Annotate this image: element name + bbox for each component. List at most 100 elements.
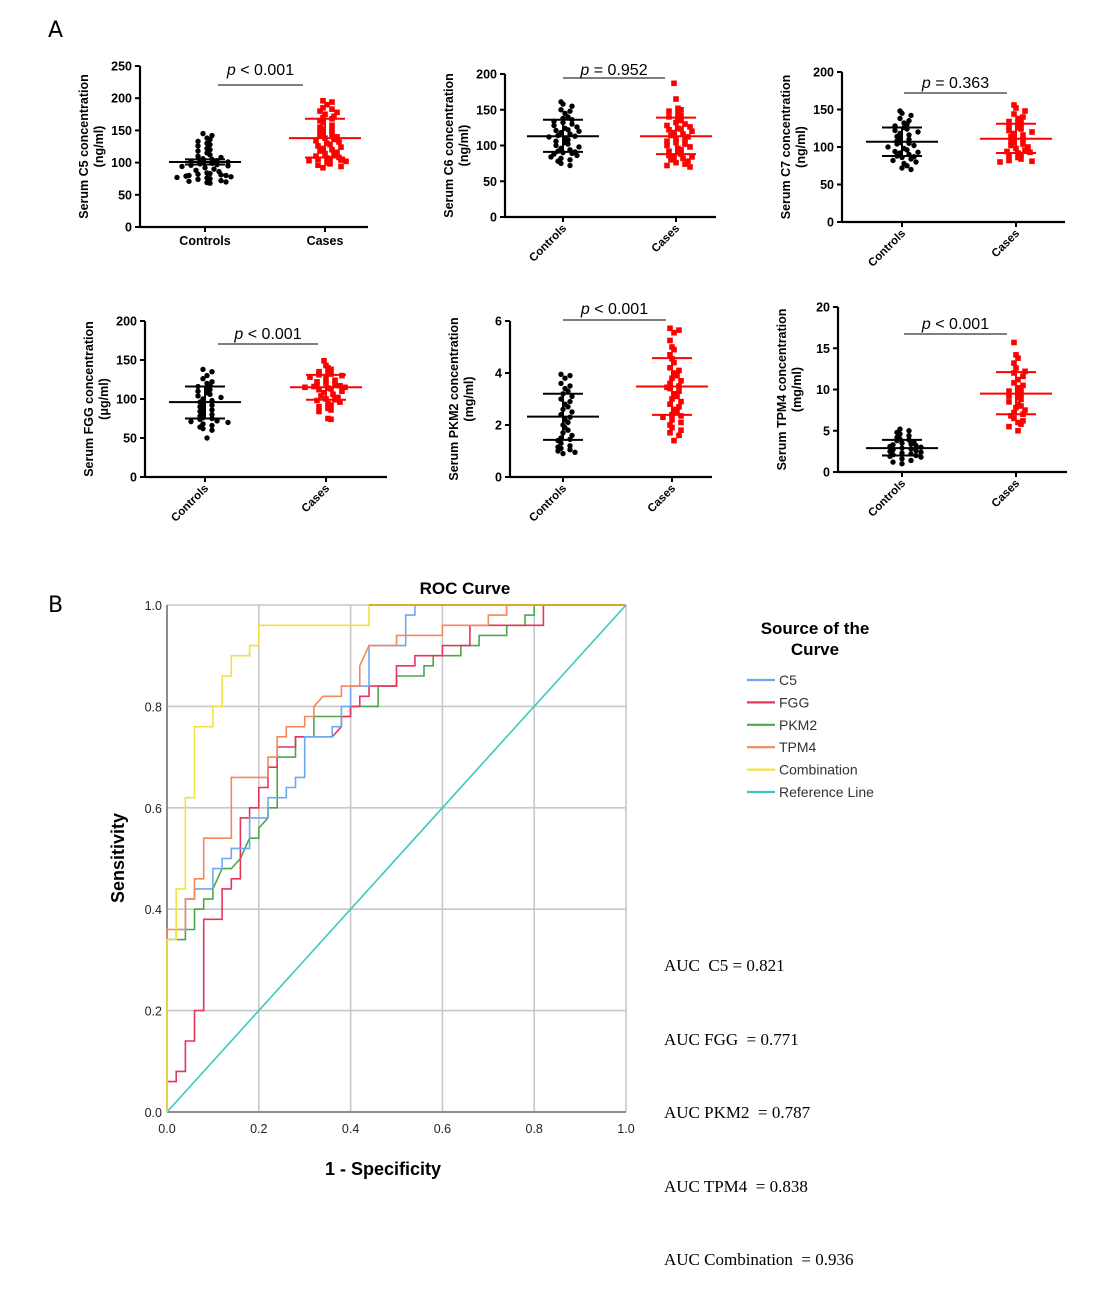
x-tick-label: Controls — [527, 483, 569, 525]
auc-tpm4: AUC TPM4 = 0.838 — [664, 1176, 808, 1196]
data-point-control — [209, 411, 215, 418]
data-point-case — [314, 382, 320, 388]
data-point-control — [207, 152, 213, 158]
data-point-control — [183, 173, 189, 179]
data-point-control — [892, 148, 898, 155]
data-point-case — [1006, 153, 1012, 159]
data-point-case — [317, 132, 323, 139]
data-point-case — [671, 391, 677, 397]
data-point-control — [572, 449, 578, 455]
data-point-control — [904, 163, 910, 169]
data-point-control — [209, 427, 215, 433]
data-point-control — [574, 152, 580, 159]
y-tick-label: 100 — [111, 156, 132, 170]
data-point-case — [666, 126, 672, 133]
auc-c5: AUC C5 = 0.821 — [664, 956, 785, 975]
y-tick-label: 150 — [111, 124, 132, 138]
data-point-control — [565, 114, 571, 120]
data-point-case — [671, 129, 677, 136]
data-point-case — [671, 154, 677, 161]
data-point-case — [1015, 385, 1021, 391]
data-point-control — [913, 159, 919, 165]
y-tick-label: 0.0 — [145, 1106, 162, 1120]
data-point-case — [1006, 399, 1012, 405]
data-point-case — [687, 144, 693, 150]
data-point-case — [1006, 127, 1012, 134]
data-point-case — [325, 365, 331, 371]
data-point-case — [1015, 124, 1021, 131]
roc-line-tpm4 — [166, 604, 626, 1112]
panel-label-a: A — [48, 18, 64, 43]
y-axis-label: Serum FGG concentration (μg/ml) — [82, 321, 111, 477]
data-point-case — [675, 149, 681, 156]
legend-title: Curve — [791, 640, 839, 659]
data-point-control — [195, 143, 201, 149]
data-point-case — [328, 407, 334, 413]
data-point-control — [555, 448, 561, 454]
p-value-label: p = 0.363 — [921, 75, 989, 92]
data-point-case — [320, 164, 326, 171]
y-tick-label: 10 — [816, 383, 830, 397]
data-point-case — [1004, 148, 1010, 155]
x-tick-label: Controls — [169, 483, 211, 525]
y-tick-label: 200 — [813, 66, 834, 80]
p-value-label: p < 0.001 — [580, 301, 648, 318]
y-tick-label: 50 — [483, 175, 497, 189]
data-point-control — [913, 442, 919, 449]
data-point-control — [906, 428, 912, 434]
y-tick-label: 1.0 — [145, 599, 162, 613]
x-tick-label: 1.0 — [617, 1122, 634, 1136]
data-point-case — [331, 136, 337, 143]
y-tick-label: 50 — [118, 188, 132, 202]
data-point-case — [324, 140, 330, 147]
data-point-control — [223, 172, 229, 179]
data-point-case — [327, 155, 333, 162]
data-point-control — [207, 170, 213, 177]
auc-summary: AUC C5 = 0.821 AUC FGG = 0.771 AUC PKM2 … — [664, 905, 854, 1297]
data-point-control — [209, 402, 215, 408]
data-point-control — [218, 172, 224, 178]
p-symbol: p — [580, 301, 590, 318]
data-point-case — [1006, 123, 1012, 129]
p-symbol: p — [921, 316, 931, 333]
data-point-control — [562, 375, 568, 381]
x-tick-label: Cases — [646, 483, 678, 515]
data-point-case — [327, 161, 333, 167]
data-point-control — [204, 435, 210, 441]
y-tick-label: 0 — [495, 471, 502, 485]
data-point-case — [671, 370, 677, 376]
data-point-case — [660, 414, 666, 420]
y-tick-label: 150 — [476, 103, 497, 117]
data-point-control — [209, 369, 215, 375]
data-point-case — [307, 374, 313, 380]
data-point-case — [1018, 117, 1024, 123]
data-point-control — [218, 177, 224, 184]
y-axis-title: Sensitivity — [108, 813, 128, 903]
data-point-control — [204, 372, 210, 379]
data-point-case — [678, 413, 684, 419]
p-value: < 0.001 — [243, 326, 301, 343]
x-tick-label: 0.8 — [526, 1122, 543, 1136]
y-tick-label: 200 — [476, 68, 497, 82]
data-point-case — [682, 161, 688, 167]
data-point-control — [899, 456, 905, 462]
data-point-case — [1018, 396, 1024, 403]
data-point-control — [892, 127, 898, 134]
data-point-control — [565, 141, 571, 147]
p-value-label: p < 0.001 — [226, 62, 294, 79]
data-point-case — [674, 393, 680, 400]
data-point-case — [1011, 415, 1017, 422]
data-point-case — [666, 108, 672, 114]
auc-pkm2: AUC PKM2 = 0.787 — [664, 1103, 811, 1122]
legend-label: Combination — [779, 762, 858, 778]
data-point-case — [671, 329, 677, 336]
data-point-case — [320, 145, 326, 152]
p-value-label: p < 0.001 — [921, 316, 989, 333]
data-point-case — [678, 126, 684, 132]
data-point-case — [320, 130, 326, 136]
y-tick-label: 200 — [116, 315, 137, 329]
data-point-control — [188, 418, 194, 425]
data-point-case — [676, 367, 682, 374]
data-point-case — [671, 359, 677, 366]
